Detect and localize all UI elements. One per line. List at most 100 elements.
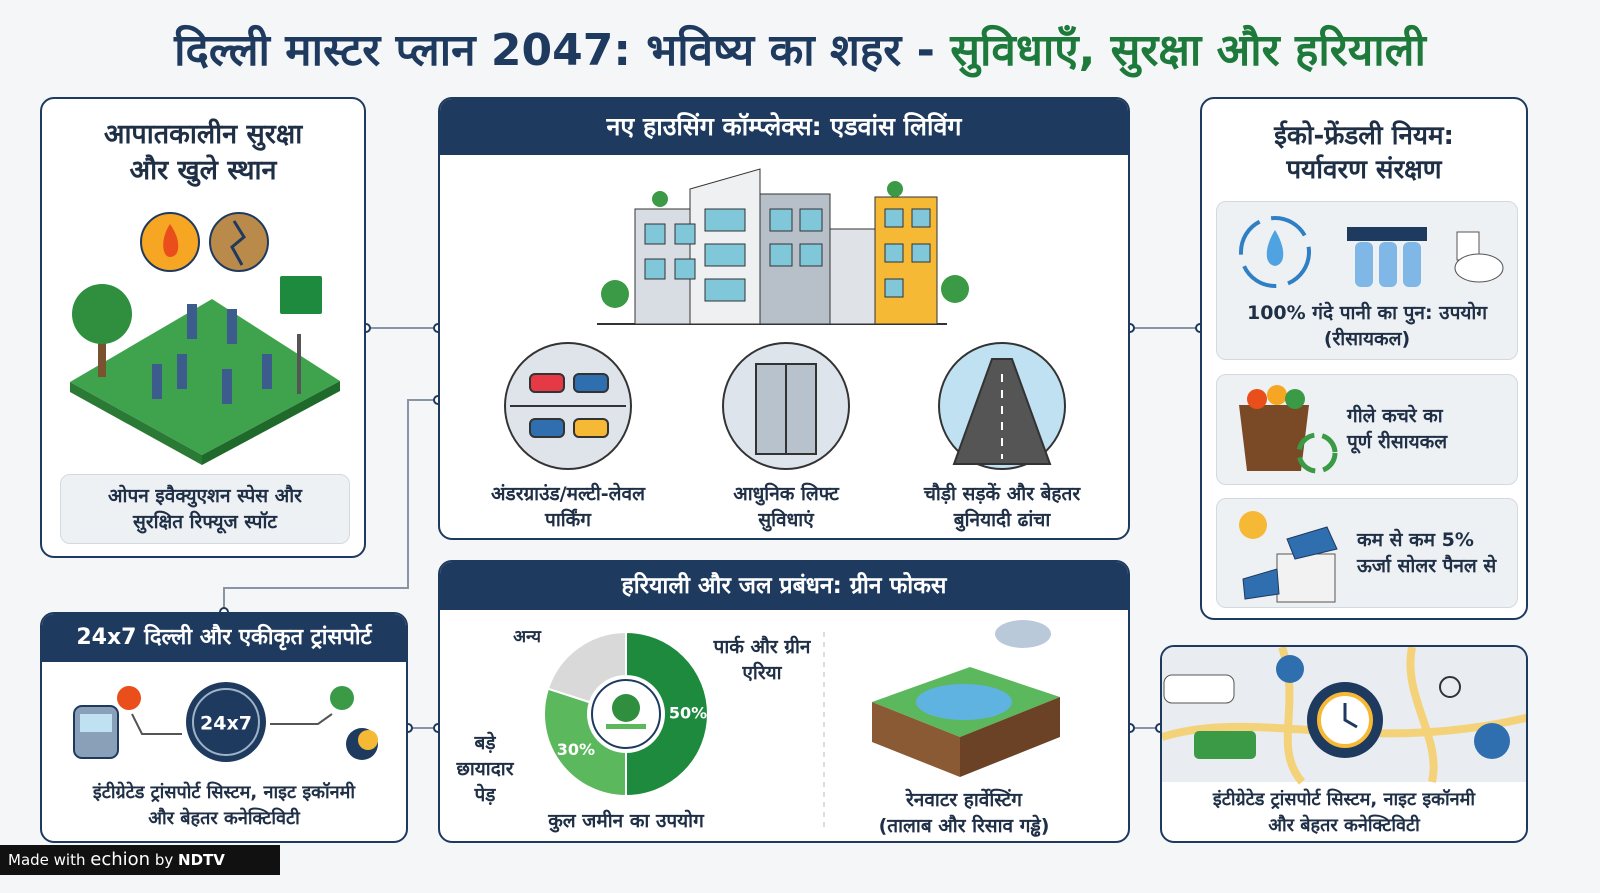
caption-line: सुविधाएं	[758, 509, 814, 531]
caption-line: अंडरग्राउंड/मल्टी-लेवल	[491, 483, 645, 505]
tree	[941, 275, 969, 303]
title-line: पर्यावरण संरक्षण	[1286, 155, 1442, 185]
filter	[1379, 242, 1397, 287]
person	[152, 364, 162, 399]
pond	[916, 684, 1012, 720]
tree	[652, 191, 668, 207]
eco-card: गीले कचरे का पूर्ण रीसायकल	[1216, 374, 1518, 485]
caption-line: इंटीग्रेटेड ट्रांसपोर्ट सिस्टम, नाइट इकॉ…	[92, 782, 356, 803]
ground-side	[70, 382, 202, 465]
caption-line: (तालाब और रिसाव गड्ढे)	[878, 815, 1050, 837]
car	[573, 373, 609, 393]
tree	[887, 181, 903, 197]
sun	[1239, 511, 1267, 539]
eco-card: कम से कम 5% ऊर्जा सोलर पैनल से	[1216, 498, 1518, 608]
people	[152, 304, 272, 404]
train-window	[80, 714, 112, 732]
transport-illustration: 24x7	[73, 682, 378, 762]
caption-line: गीले कचरे का	[1347, 405, 1443, 427]
window	[644, 223, 666, 245]
recycle	[1296, 432, 1338, 474]
emergency-panel: आपातकालीन सुरक्षा और खुले स्थान ओपन इवैक…	[40, 97, 366, 558]
caption-line: चौड़ी सड़कें और बेहतर	[923, 483, 1081, 505]
tree-crown	[72, 284, 132, 344]
fruit	[1247, 389, 1267, 409]
person	[262, 354, 272, 389]
car	[529, 373, 565, 393]
fruit	[1285, 389, 1305, 409]
center-ground	[606, 724, 646, 729]
window	[884, 278, 904, 298]
road	[1406, 647, 1438, 783]
footer: Made with echion by NDTV	[0, 845, 280, 875]
category-label: बड़े छायादार पेड़	[456, 732, 514, 806]
donut-segment	[546, 630, 627, 704]
clock-hands	[1343, 703, 1358, 729]
house	[1276, 553, 1336, 603]
feature-caption: अंडरग्राउंड/मल्टी-लेवल पार्किंग	[458, 481, 678, 533]
panel-title: ईको-फ्रेंडली नियम: पर्यावरण संरक्षण	[1202, 119, 1526, 187]
solar-icon	[1239, 511, 1338, 603]
donut-chart: 50% 30%	[543, 620, 1060, 827]
person	[177, 354, 187, 389]
footer-brand: echion	[90, 849, 151, 870]
ground-side	[202, 381, 340, 465]
fruit	[1267, 385, 1287, 405]
category-label: अन्य	[513, 627, 541, 647]
bin	[1239, 405, 1309, 471]
pin	[117, 686, 141, 710]
feature-caption: चौड़ी सड़कें और बेहतर बुनियादी ढांचा	[882, 481, 1122, 533]
transport-caption: इंटीग्रेटेड ट्रांसपोर्ट सिस्टम, नाइट इकॉ…	[42, 780, 406, 832]
donut-segment	[543, 687, 627, 798]
solar-panel	[1242, 568, 1280, 600]
person	[227, 309, 237, 344]
car	[529, 418, 565, 438]
window	[884, 208, 904, 228]
caption-line: सुरक्षित रिफ्यूज स्पॉट	[133, 511, 277, 533]
eco-caption: गीले कचरे का पूर्ण रीसायकल	[1347, 403, 1517, 455]
category-label: पार्क और ग्रीन एरिया	[713, 636, 811, 684]
caption-line: और बेहतर कनेक्टिविटी	[148, 808, 300, 829]
person	[187, 304, 197, 339]
panel-title: आपातकालीन सुरक्षा और खुले स्थान	[42, 117, 364, 189]
badge	[186, 682, 266, 762]
window	[674, 223, 696, 245]
connectivity-caption: इंटीग्रेटेड ट्रांसपोर्ट सिस्टम, नाइट इकॉ…	[1162, 787, 1526, 839]
cloud	[995, 620, 1051, 648]
caption-line: (रीसायकल)	[1323, 328, 1411, 350]
window	[644, 258, 666, 280]
building	[829, 228, 876, 325]
window	[911, 208, 931, 228]
eco-caption: कम से कम 5% ऊर्जा सोलर पैनल से	[1357, 527, 1519, 579]
emergency-illustration	[70, 212, 340, 465]
window	[704, 208, 746, 232]
connector	[223, 399, 438, 612]
parking-pin	[1474, 723, 1510, 759]
eco-card: 100% गंदे पानी का पुन: उपयोग (रीसायकल)	[1216, 201, 1518, 360]
panel-header: हरियाली और जल प्रबंधन: ग्रीन फोकस	[440, 562, 1128, 610]
footer-text: Made with	[8, 851, 86, 869]
land-side	[960, 697, 1060, 777]
panel-header: नए हाउसिंग कॉम्प्लेक्स: एडवांस लिविंग	[440, 99, 1128, 155]
donut-segment	[625, 630, 709, 798]
arrows	[131, 713, 333, 735]
eco-panel: ईको-फ्रेंडली नियम: पर्यावरण संरक्षण 100%…	[1200, 97, 1528, 620]
map-illustration	[1162, 647, 1526, 785]
rain-illustration	[872, 620, 1060, 777]
title-main: दिल्ली मास्टर प्लान 2047: भविष्य का शहर …	[174, 25, 935, 76]
page-title: दिल्ली मास्टर प्लान 2047: भविष्य का शहर …	[0, 18, 1600, 78]
water-icons	[1239, 216, 1504, 288]
window	[799, 243, 823, 267]
window	[674, 258, 696, 280]
panel-header: 24x7 दिल्ली और एकीकृत ट्रांसपोर्ट	[42, 614, 406, 662]
ground	[70, 299, 340, 455]
toilet-bowl	[1454, 253, 1504, 283]
bus	[1194, 731, 1256, 759]
bus-pin	[1276, 655, 1304, 683]
window	[769, 208, 793, 232]
caption-line: पूर्ण रीसायकल	[1347, 431, 1448, 453]
title-line: ईको-फ्रेंडली नियम:	[1274, 121, 1454, 151]
refuge-sign	[278, 274, 324, 316]
